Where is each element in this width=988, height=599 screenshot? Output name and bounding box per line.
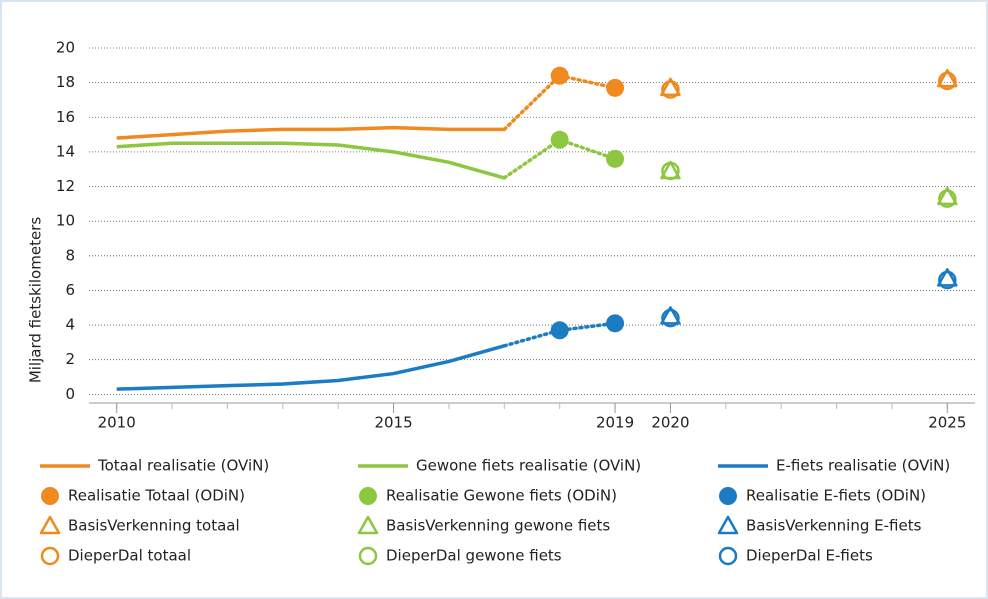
dot-marker — [719, 487, 737, 505]
y-tick-label: 16 — [56, 108, 75, 126]
legend-label: Realisatie E-fiets (ODiN) — [746, 487, 926, 505]
triangle-marker — [660, 77, 681, 97]
ring-marker — [718, 546, 738, 566]
legend-label: Realisatie Totaal (ODiN) — [68, 487, 245, 505]
y-tick-label: 20 — [56, 39, 75, 57]
y-tick-label: 18 — [56, 73, 75, 91]
x-tick-label: 2025 — [928, 414, 966, 432]
y-tick-label: 8 — [65, 246, 75, 264]
dot-marker — [550, 66, 569, 85]
triangle-marker — [937, 186, 958, 206]
x-tick-label: 2020 — [651, 414, 689, 432]
y-tick-label: 12 — [56, 177, 75, 195]
y-tick-label: 2 — [65, 350, 75, 368]
triangle-marker — [357, 515, 379, 535]
legend-label: DieperDal gewone fiets — [386, 547, 562, 565]
legend-label: BasisVerkenning totaal — [68, 517, 240, 535]
ring-marker — [938, 71, 957, 91]
triangle-marker — [937, 268, 958, 287]
triangle-marker — [937, 68, 958, 88]
ring-marker — [938, 189, 957, 208]
dot-marker — [606, 314, 625, 333]
legend-label: DieperDal E-fiets — [746, 547, 873, 565]
series-line — [116, 141, 505, 180]
triangle-marker — [660, 306, 681, 325]
x-tick-label: 2019 — [596, 414, 634, 432]
y-tick-label: 0 — [65, 385, 75, 403]
dot-marker — [41, 487, 59, 505]
legend-label: BasisVerkenning E-fiets — [746, 517, 922, 535]
dot-marker — [550, 130, 569, 149]
legend-label: Realisatie Gewone fiets (ODiN) — [386, 487, 617, 505]
triangle-marker — [39, 515, 61, 535]
y-tick-label: 14 — [56, 142, 75, 160]
dot-marker — [359, 487, 377, 505]
x-tick-label: 2010 — [98, 414, 136, 432]
legend-label: Totaal realisatie (OViN) — [97, 457, 269, 475]
series-line — [116, 344, 505, 391]
ring-marker — [661, 308, 680, 328]
y-tick-label: 4 — [65, 316, 75, 334]
series-line — [116, 125, 505, 140]
legend-label: DieperDal totaal — [68, 547, 191, 565]
dot-marker — [606, 78, 625, 97]
legend-label: Gewone fiets realisatie (OViN) — [416, 457, 641, 475]
legend-label: BasisVerkenning gewone fiets — [386, 517, 610, 535]
x-tick-label: 2015 — [374, 414, 412, 432]
ring-marker — [358, 546, 378, 566]
ring-marker — [661, 80, 680, 99]
y-axis-label: Miljard fietskilometers — [27, 217, 45, 384]
triangle-marker — [717, 515, 739, 535]
ring-marker — [40, 546, 60, 566]
y-tick-label: 10 — [56, 212, 75, 230]
ring-marker — [938, 270, 957, 290]
ring-marker — [661, 161, 680, 181]
legend-label: E-fiets realisatie (OViN) — [776, 457, 950, 475]
y-tick-label: 6 — [65, 281, 75, 299]
dot-marker — [550, 321, 569, 340]
dot-marker — [606, 149, 625, 168]
